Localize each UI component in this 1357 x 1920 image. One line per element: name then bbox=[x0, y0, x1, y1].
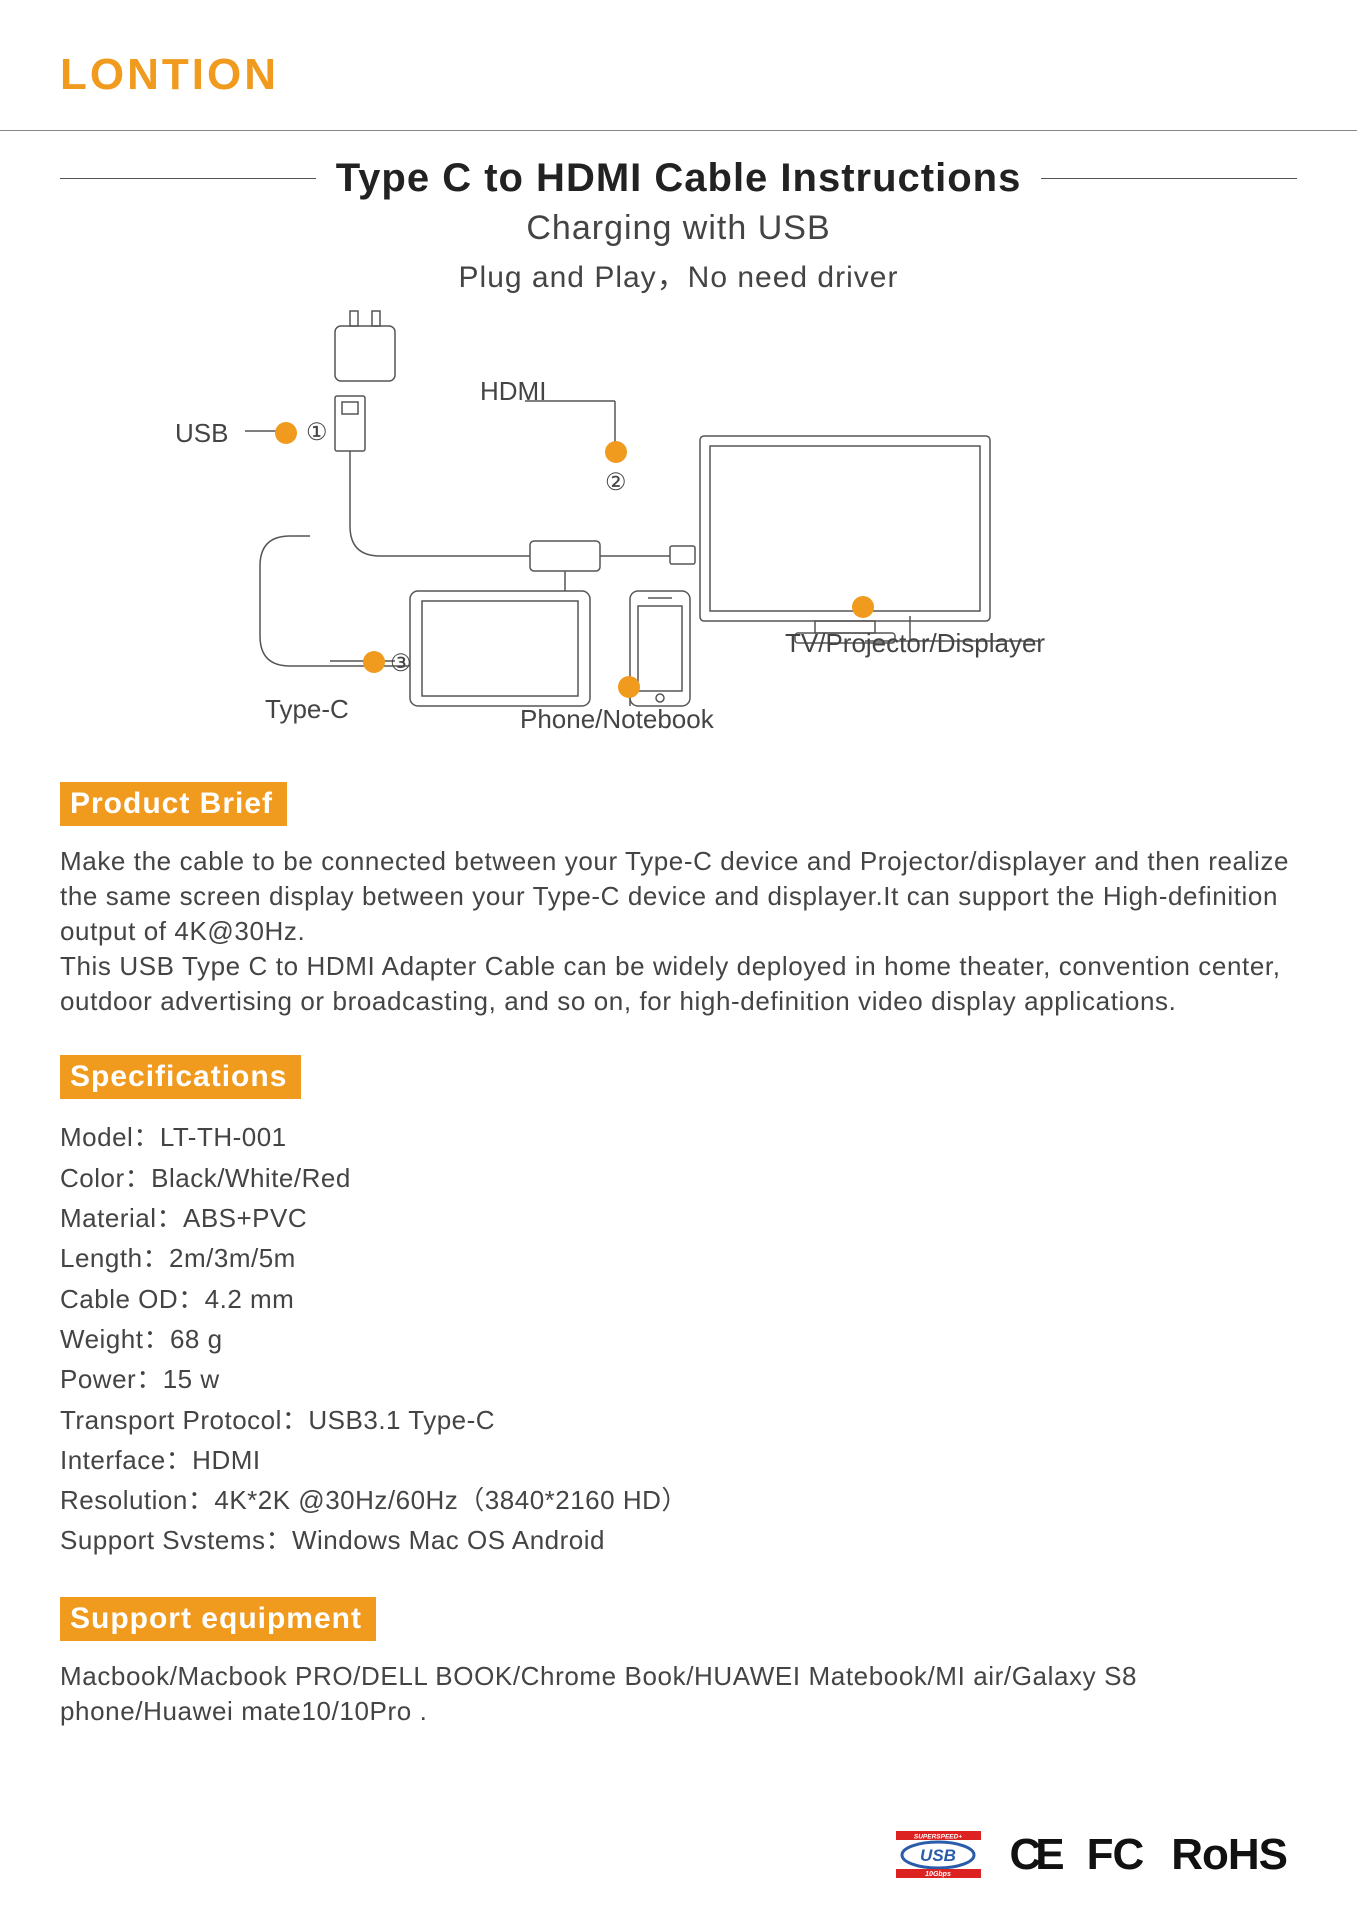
diagram-label-typec: Type-C bbox=[265, 694, 349, 725]
title-line-right bbox=[1041, 178, 1297, 179]
diagram-callout-2: ② bbox=[605, 468, 627, 497]
ce-mark-icon: CE bbox=[1009, 1830, 1058, 1880]
divider-top bbox=[0, 130, 1357, 131]
diagram-label-hdmi: HDMI bbox=[480, 376, 546, 407]
spec-item: Power：15 w bbox=[60, 1359, 1297, 1399]
connection-diagram: USB ① HDMI ② Type-C ③ Phone/Notebook TV/… bbox=[60, 306, 1297, 746]
support-text: Macbook/Macbook PRO/DELL BOOK/Chrome Boo… bbox=[60, 1659, 1297, 1729]
diagram-callout-3: ③ bbox=[390, 649, 412, 678]
title-row: Type C to HDMI Cable Instructions bbox=[60, 156, 1297, 201]
diagram-dot-phone bbox=[618, 676, 640, 698]
spec-item: Model：LT-TH-001 bbox=[60, 1117, 1297, 1157]
spec-item: Resolution：4K*2K @30Hz/60Hz（3840*2160 HD… bbox=[60, 1480, 1297, 1520]
certification-row: SUPERSPEED+ USB 10Gbps CE FC RoHS bbox=[896, 1830, 1287, 1880]
page-title: Type C to HDMI Cable Instructions bbox=[336, 156, 1022, 201]
spec-list: Model：LT-TH-001Color：Black/White/RedMate… bbox=[60, 1117, 1297, 1560]
spec-item: Cable OD：4.2 mm bbox=[60, 1279, 1297, 1319]
rohs-mark-icon: RoHS bbox=[1171, 1830, 1287, 1880]
svg-text:SUPERSPEED+: SUPERSPEED+ bbox=[914, 1834, 962, 1841]
spec-item: Support Svstems：Windows Mac OS Android bbox=[60, 1520, 1297, 1560]
brand-logo: LONTION bbox=[60, 50, 1297, 100]
title-line-left bbox=[60, 178, 316, 179]
section-heading-specs: Specifications bbox=[60, 1055, 301, 1099]
diagram-label-usb: USB bbox=[175, 418, 228, 449]
usb-superspeed-icon: SUPERSPEED+ USB 10Gbps bbox=[896, 1831, 981, 1879]
subtitle-charging: Charging with USB bbox=[60, 209, 1297, 248]
svg-text:10Gbps: 10Gbps bbox=[926, 1871, 952, 1878]
spec-item: Weight：68 g bbox=[60, 1319, 1297, 1359]
spec-item: Transport Protocol：USB3.1 Type-C bbox=[60, 1400, 1297, 1440]
diagram-dot-usb bbox=[275, 422, 297, 444]
diagram-dot-tv bbox=[852, 596, 874, 618]
subtitle-plug: Plug and Play，No need driver bbox=[60, 252, 1297, 296]
spec-item: Interface：HDMI bbox=[60, 1440, 1297, 1480]
diagram-dot-hdmi bbox=[605, 441, 627, 463]
spec-item: Color：Black/White/Red bbox=[60, 1158, 1297, 1198]
spec-item: Material：ABS+PVC bbox=[60, 1198, 1297, 1238]
brief-text: Make the cable to be connected between y… bbox=[60, 844, 1297, 1019]
diagram-dot-typec bbox=[363, 651, 385, 673]
diagram-callout-1: ① bbox=[306, 418, 328, 447]
section-heading-brief: Product Brief bbox=[60, 782, 287, 826]
fcc-mark-icon: FC bbox=[1087, 1830, 1144, 1880]
section-heading-support: Support equipment bbox=[60, 1597, 376, 1641]
spec-item: Length：2m/3m/5m bbox=[60, 1238, 1297, 1278]
svg-text:USB: USB bbox=[920, 1846, 956, 1865]
diagram-label-phone: Phone/Notebook bbox=[520, 704, 714, 735]
diagram-label-tv: TV/Projector/Displayer bbox=[785, 628, 1045, 659]
